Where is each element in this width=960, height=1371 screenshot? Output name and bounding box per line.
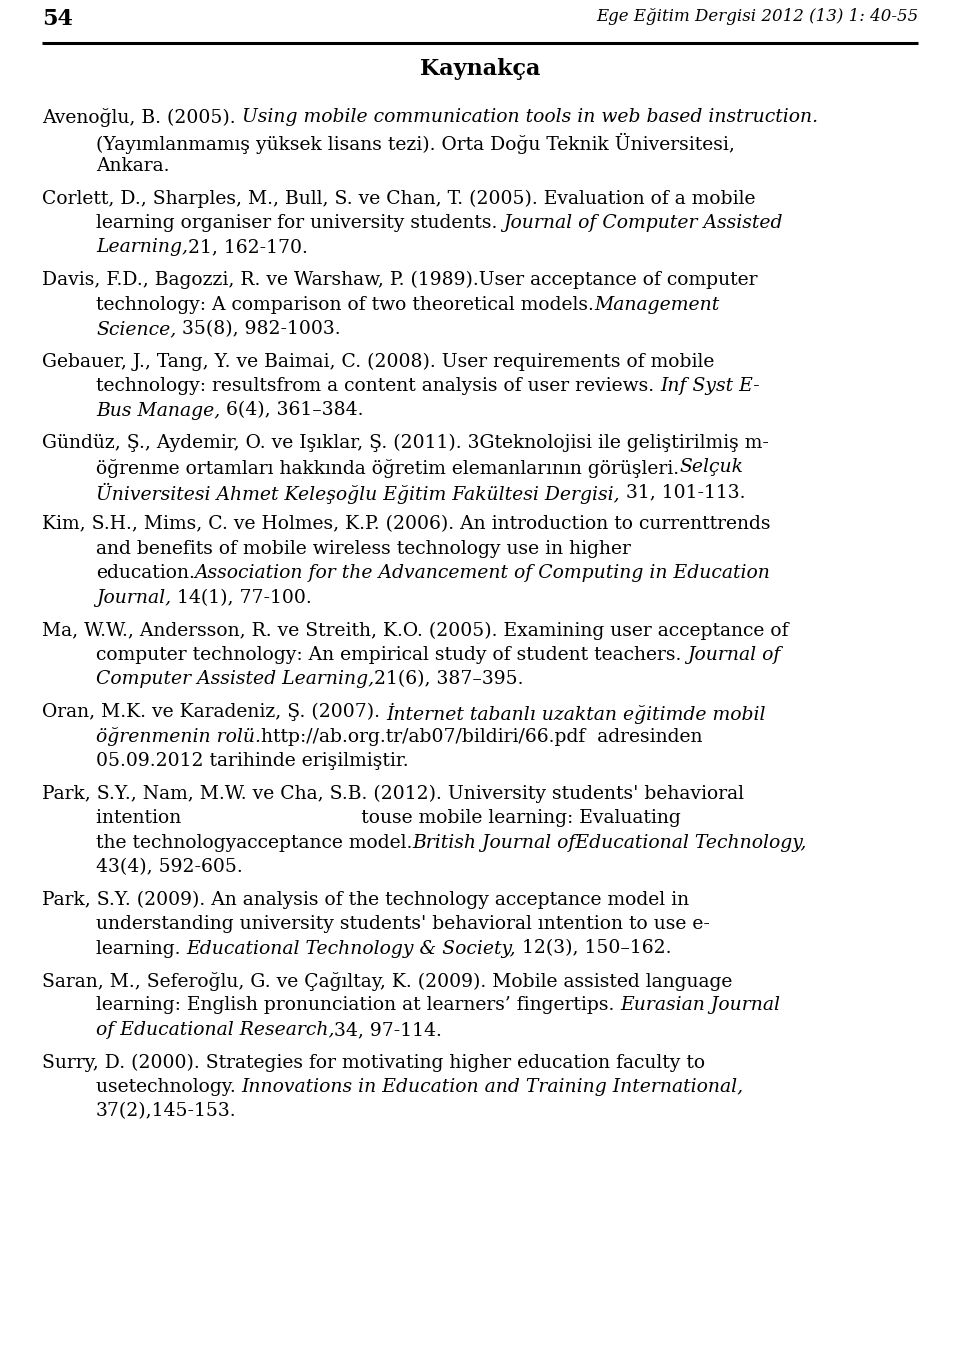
Text: Learning,: Learning, xyxy=(96,239,188,256)
Text: Innovations in Education and Training International,: Innovations in Education and Training In… xyxy=(242,1078,744,1095)
Text: Computer Assisted Learning,: Computer Assisted Learning, xyxy=(96,670,374,688)
Text: 21(6), 387–395.: 21(6), 387–395. xyxy=(374,670,523,688)
Text: Using mobile communication tools in web based instruction.: Using mobile communication tools in web … xyxy=(242,108,818,126)
Text: technology: A comparison of two theoretical models.: technology: A comparison of two theoreti… xyxy=(96,296,594,314)
Text: education.: education. xyxy=(96,565,195,583)
Text: the technologyacceptance model.: the technologyacceptance model. xyxy=(96,834,413,851)
Text: Journal,: Journal, xyxy=(96,590,171,607)
Text: computer technology: An empirical study of student teachers.: computer technology: An empirical study … xyxy=(96,646,687,664)
Text: and benefits of mobile wireless technology use in higher: and benefits of mobile wireless technolo… xyxy=(96,540,631,558)
Text: Journal of: Journal of xyxy=(687,646,780,664)
Text: understanding university students' behavioral ıntention to use e-: understanding university students' behav… xyxy=(96,914,709,934)
Text: 37(2),145-153.: 37(2),145-153. xyxy=(96,1102,236,1120)
Text: Bus Manage,: Bus Manage, xyxy=(96,402,220,420)
Text: Saran, M., Seferoğlu, G. ve Çağıltay, K. (2009). Mobile assisted language: Saran, M., Seferoğlu, G. ve Çağıltay, K.… xyxy=(42,972,732,991)
Text: İnternet tabanlı uzaktan eğitimde mobil: İnternet tabanlı uzaktan eğitimde mobil xyxy=(386,703,765,724)
Text: Ege Eğitim Dergisi 2012 (13) 1: 40-55: Ege Eğitim Dergisi 2012 (13) 1: 40-55 xyxy=(596,8,918,25)
Text: (Yayımlanmamış yüksek lisans tezi). Orta Doğu Teknik Üniversitesi,: (Yayımlanmamış yüksek lisans tezi). Orta… xyxy=(96,133,734,154)
Text: Corlett, D., Sharples, M., Bull, S. ve Chan, T. (2005). Evaluation of a mobile: Corlett, D., Sharples, M., Bull, S. ve C… xyxy=(42,189,756,208)
Text: Gebauer, J., Tang, Y. ve Baimai, C. (2008). User requirements of mobile: Gebauer, J., Tang, Y. ve Baimai, C. (200… xyxy=(42,352,714,370)
Text: Gündüz, Ş., Aydemir, O. ve Işıklar, Ş. (2011). 3Gteknolojisi ile geliştirilmiş m: Gündüz, Ş., Aydemir, O. ve Işıklar, Ş. (… xyxy=(42,435,769,452)
Text: British Journal ofEducational Technology,: British Journal ofEducational Technology… xyxy=(413,834,806,851)
Text: Inf Syst E-: Inf Syst E- xyxy=(660,377,759,395)
Text: of Educational Research,: of Educational Research, xyxy=(96,1021,334,1039)
Text: Management: Management xyxy=(594,296,719,314)
Text: 12(3), 150–162.: 12(3), 150–162. xyxy=(516,939,672,957)
Text: 05.09.2012 tarihinde erişilmiştir.: 05.09.2012 tarihinde erişilmiştir. xyxy=(96,753,409,771)
Text: learning organiser for university students.: learning organiser for university studen… xyxy=(96,214,503,232)
Text: usetechnology.: usetechnology. xyxy=(96,1078,242,1095)
Text: 34, 97-114.: 34, 97-114. xyxy=(334,1021,443,1039)
Text: Oran, M.K. ve Karadeniz, Ş. (2007).: Oran, M.K. ve Karadeniz, Ş. (2007). xyxy=(42,703,386,721)
Text: 6(4), 361–384.: 6(4), 361–384. xyxy=(220,402,364,420)
Text: 54: 54 xyxy=(42,8,73,30)
Text: Ma, W.W., Andersson, R. ve Streith, K.O. (2005). Examining user acceptance of: Ma, W.W., Andersson, R. ve Streith, K.O.… xyxy=(42,621,788,640)
Text: 31, 101-113.: 31, 101-113. xyxy=(619,483,745,500)
Text: Eurasian Journal: Eurasian Journal xyxy=(620,997,780,1015)
Text: Kim, S.H., Mims, C. ve Holmes, K.P. (2006). An introduction to currenttrends: Kim, S.H., Mims, C. ve Holmes, K.P. (200… xyxy=(42,515,771,533)
Text: Avenoğlu, B. (2005).: Avenoğlu, B. (2005). xyxy=(42,108,242,128)
Text: 21, 162-170.: 21, 162-170. xyxy=(188,239,308,256)
Text: learning: English pronunciation at learners’ fingertips.: learning: English pronunciation at learn… xyxy=(96,997,620,1015)
Text: Ankara.: Ankara. xyxy=(96,158,170,175)
Text: http://ab.org.tr/ab07/bildiri/66.pdf  adresinden: http://ab.org.tr/ab07/bildiri/66.pdf adr… xyxy=(261,728,703,746)
Text: Science,: Science, xyxy=(96,319,177,339)
Text: technology: resultsfrom a content analysis of user reviews.: technology: resultsfrom a content analys… xyxy=(96,377,660,395)
Text: intention                              touse mobile learning: Evaluating: intention touse mobile learning: Evaluat… xyxy=(96,809,681,827)
Text: learning.: learning. xyxy=(96,939,186,957)
Text: Üniversitesi Ahmet Keleşoğlu Eğitim Fakültesi Dergisi,: Üniversitesi Ahmet Keleşoğlu Eğitim Fakü… xyxy=(96,483,619,505)
Text: Surry, D. (2000). Strategies for motivating higher education faculty to: Surry, D. (2000). Strategies for motivat… xyxy=(42,1053,706,1072)
Text: Association for the Advancement of Computing in Education: Association for the Advancement of Compu… xyxy=(195,565,771,583)
Text: öğrenme ortamları hakkında öğretim elemanlarının görüşleri.: öğrenme ortamları hakkında öğretim elema… xyxy=(96,458,679,477)
Text: Park, S.Y. (2009). An analysis of the technology acceptance model in: Park, S.Y. (2009). An analysis of the te… xyxy=(42,891,689,909)
Text: Journal of Computer Assisted: Journal of Computer Assisted xyxy=(503,214,782,232)
Text: 43(4), 592-605.: 43(4), 592-605. xyxy=(96,858,243,876)
Text: Davis, F.D., Bagozzi, R. ve Warshaw, P. (1989).User acceptance of computer: Davis, F.D., Bagozzi, R. ve Warshaw, P. … xyxy=(42,271,757,289)
Text: Kaynakça: Kaynakça xyxy=(420,58,540,80)
Text: Park, S.Y., Nam, M.W. ve Cha, S.B. (2012). University students' behavioral: Park, S.Y., Nam, M.W. ve Cha, S.B. (2012… xyxy=(42,784,744,803)
Text: öğrenmenin rolü.: öğrenmenin rolü. xyxy=(96,728,261,746)
Text: Educational Technology & Society,: Educational Technology & Society, xyxy=(186,939,516,957)
Text: 14(1), 77-100.: 14(1), 77-100. xyxy=(171,590,312,607)
Text: 35(8), 982-1003.: 35(8), 982-1003. xyxy=(177,319,341,339)
Text: Selçuk: Selçuk xyxy=(679,458,743,477)
